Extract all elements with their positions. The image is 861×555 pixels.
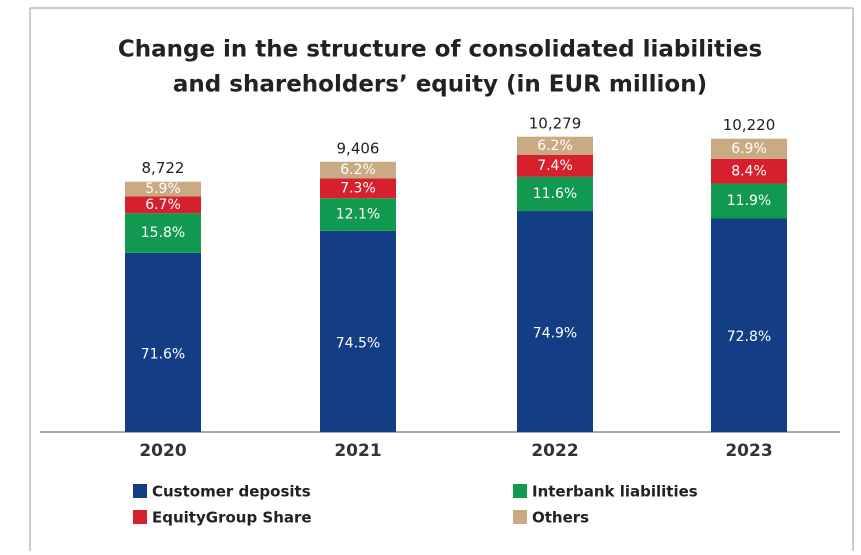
data-label: 11.9%	[727, 193, 771, 209]
bar-segment	[517, 136, 593, 155]
x-tick-label: 2023	[725, 441, 772, 461]
data-label: 11.6%	[533, 186, 577, 202]
chart-title: Change in the structure of consolidated …	[118, 37, 762, 63]
data-label: 6.2%	[340, 162, 376, 178]
data-label: 8.4%	[731, 163, 767, 179]
data-label: 15.8%	[141, 225, 185, 241]
bar-segment	[517, 211, 593, 432]
bar-segment	[320, 178, 396, 199]
total-label: 9,406	[337, 140, 380, 158]
x-tick-label: 2020	[139, 441, 186, 461]
chart-subtitle: and shareholders’ equity (in EUR million…	[173, 72, 707, 98]
data-label: 6.7%	[145, 197, 181, 213]
bar-segment	[711, 183, 787, 219]
legend-label: Interbank liabilities	[532, 483, 698, 501]
data-label: 5.9%	[145, 181, 181, 197]
bar-segment	[125, 252, 201, 432]
legend-swatch	[133, 484, 147, 498]
data-label: 7.4%	[537, 158, 573, 174]
data-label: 6.2%	[537, 138, 573, 154]
data-label: 71.6%	[141, 346, 185, 362]
bar-segment	[125, 213, 201, 253]
legend-label: Customer deposits	[152, 483, 311, 501]
data-label: 72.8%	[727, 329, 771, 345]
legend-label: Others	[532, 509, 589, 527]
bar-segment	[517, 176, 593, 212]
bar-segment	[711, 138, 787, 159]
data-label: 74.5%	[336, 335, 380, 351]
bar-segment	[320, 230, 396, 432]
legend-swatch	[513, 510, 527, 524]
legend-swatch	[513, 484, 527, 498]
bar-segment	[125, 196, 201, 214]
data-label: 7.3%	[340, 180, 376, 196]
bar-segment	[517, 154, 593, 177]
data-label: 12.1%	[336, 207, 380, 223]
bar-segment	[320, 161, 396, 179]
total-label: 10,279	[529, 115, 582, 133]
data-label: 74.9%	[533, 326, 577, 342]
total-label: 8,722	[142, 159, 185, 177]
bar-segment	[711, 158, 787, 184]
x-tick-label: 2022	[531, 441, 578, 461]
data-label: 6.9%	[731, 141, 767, 157]
bar-segment	[320, 198, 396, 231]
legend-swatch	[133, 510, 147, 524]
x-tick-label: 2021	[334, 441, 381, 461]
bar-segment	[711, 218, 787, 432]
bar-segment	[125, 181, 201, 197]
legend-label: EquityGroup Share	[152, 509, 312, 527]
total-label: 10,220	[723, 116, 776, 134]
